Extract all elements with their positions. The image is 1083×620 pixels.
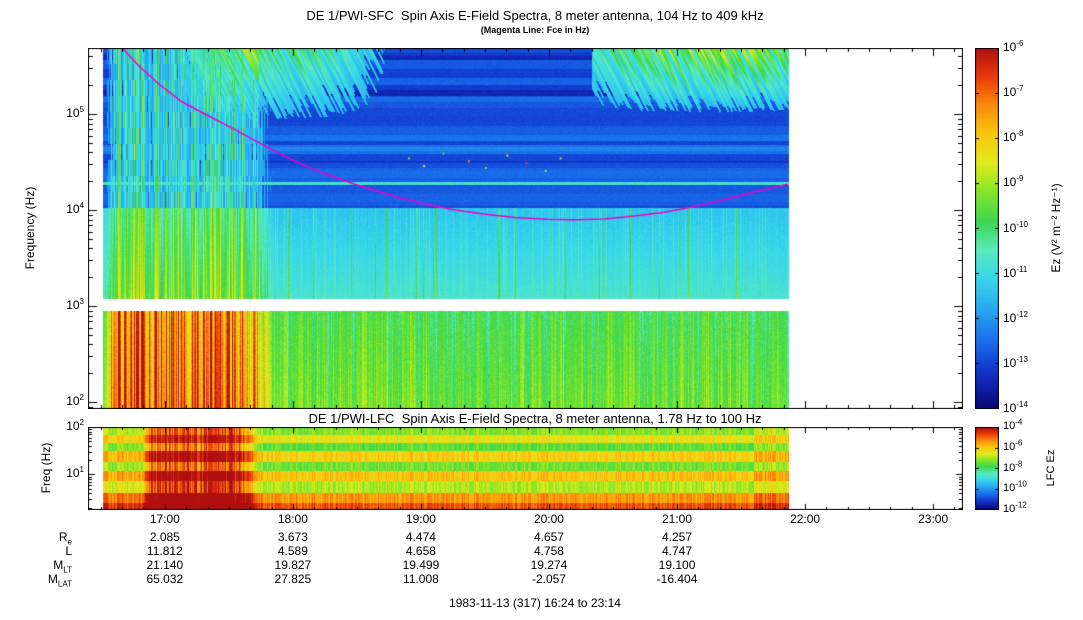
sfc-colorbar-tick-label: 10-12 (1003, 309, 1028, 325)
ephemeris-value: 2.085 (149, 530, 180, 544)
lfc-colorbar-tick-label: 10-8 (1003, 458, 1023, 474)
ephemeris-value: 4.257 (662, 530, 693, 544)
sfc-colorbar-tick-label: 10-6 (1003, 39, 1024, 55)
ephemeris-value: 19.827 (274, 558, 312, 572)
lfc-title: DE 1/PWI-LFC Spin Axis E-Field Spectra, … (308, 411, 762, 426)
sfc-spectrogram-canvas (88, 48, 963, 409)
footer-date-range: 1983-11-13 (317) 16:24 to 23:14 (449, 596, 621, 610)
lfc-colorbar-label: LFC Ez (1045, 449, 1057, 487)
sfc-colorbar-tick-label: 10-7 (1003, 84, 1024, 100)
ephemeris-value: 19.100 (658, 558, 696, 572)
sfc-colorbar-canvas (975, 48, 999, 409)
lfc-ytick-label: 102 (66, 418, 84, 434)
sfc-colorbar-tick-label: 10-9 (1003, 174, 1024, 190)
ephemeris-value: 4.474 (405, 530, 436, 544)
ephemeris-value: 21.140 (146, 558, 184, 572)
sfc-colorbar-tick-label: 10-11 (1003, 264, 1028, 280)
time-tick-label: 17:00 (149, 512, 180, 526)
lfc-colorbar-canvas (975, 427, 999, 510)
ephemeris-value: 4.589 (277, 544, 308, 558)
time-tick-label: 19:00 (405, 512, 436, 526)
ephemeris-value: -16.404 (656, 572, 698, 586)
sfc-colorbar-label: Ez (V² m⁻² Hz⁻¹) (1049, 183, 1063, 273)
lfc-colorbar-tick-label: 10-10 (1003, 479, 1027, 495)
time-tick-label: 23:00 (918, 512, 949, 526)
sfc-title: DE 1/PWI-SFC Spin Axis E-Field Spectra, … (306, 8, 764, 23)
sfc-colorbar-tick-label: 10-10 (1003, 219, 1028, 235)
ephemeris-value: 4.657 (533, 530, 564, 544)
sfc-y-axis-label: Frequency (Hz) (23, 186, 37, 270)
time-tick-label: 21:00 (662, 512, 693, 526)
ephemeris-row-label: L (65, 544, 72, 558)
lfc-colorbar-tick-label: 10-4 (1003, 417, 1023, 432)
ephemeris-value: 65.032 (146, 572, 184, 586)
lfc-spectrogram-canvas (88, 427, 963, 510)
ephemeris-value: 4.658 (405, 544, 436, 558)
ephemeris-value: 4.747 (662, 544, 693, 558)
lfc-ytick-label: 101 (66, 465, 84, 481)
ephemeris-value: 4.758 (533, 544, 564, 558)
ephemeris-value: -2.057 (531, 572, 566, 586)
time-tick-label: 18:00 (277, 512, 308, 526)
ephemeris-value: 11.008 (403, 572, 439, 586)
ephemeris-value: 3.673 (277, 530, 308, 544)
ephemeris-value: 19.274 (530, 558, 568, 572)
ephemeris-value: 11.812 (146, 544, 183, 558)
sfc-colorbar-tick-label: 10-14 (1003, 400, 1028, 416)
sfc-colorbar-tick-label: 10-8 (1003, 129, 1024, 145)
sfc-ytick-label: 103 (66, 297, 84, 313)
ephemeris-value: 19.499 (402, 558, 440, 572)
sfc-ytick-label: 105 (66, 105, 84, 121)
time-tick-label: 22:00 (790, 512, 821, 526)
sfc-subtitle: (Magenta Line: Fce in Hz) (480, 25, 590, 35)
ephemeris-row-label: Re (58, 530, 72, 547)
ephemeris-row-label: MLAT (47, 572, 72, 589)
time-tick-label: 20:00 (533, 512, 564, 526)
sfc-ytick-label: 102 (66, 393, 84, 409)
ephemeris-row-label: MLT (53, 558, 72, 575)
sfc-colorbar-tick-label: 10-13 (1003, 354, 1028, 370)
lfc-colorbar-tick-label: 10-6 (1003, 438, 1023, 453)
sfc-ytick-label: 104 (66, 201, 84, 217)
ephemeris-value: 27.825 (274, 572, 312, 586)
lfc-colorbar-tick-label: 10-12 (1003, 500, 1027, 515)
